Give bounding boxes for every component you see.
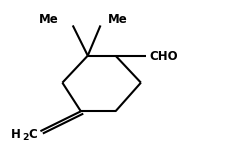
- Text: Me: Me: [107, 13, 127, 26]
- Text: CHO: CHO: [149, 50, 178, 63]
- Text: C: C: [28, 128, 37, 141]
- Text: H: H: [10, 128, 20, 141]
- Text: Me: Me: [39, 13, 59, 26]
- Text: 2: 2: [22, 133, 29, 142]
